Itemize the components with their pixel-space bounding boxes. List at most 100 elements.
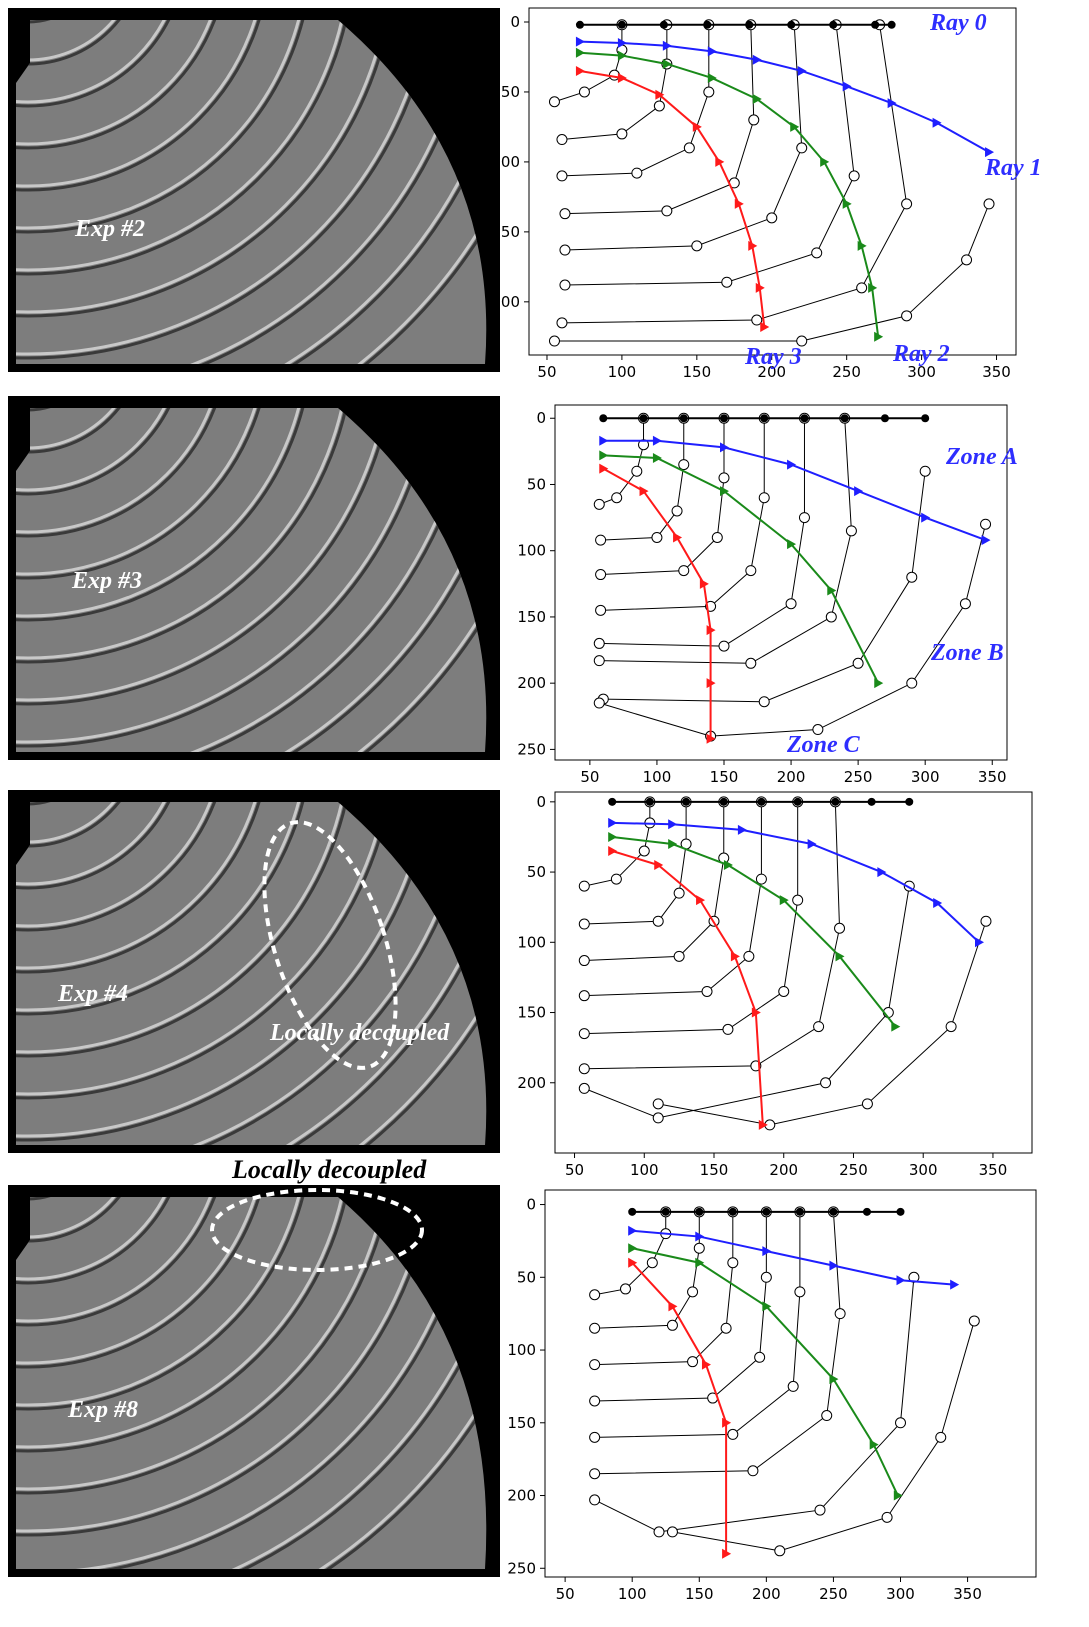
ray0-point [868, 798, 876, 806]
ray0-point [762, 1208, 770, 1216]
front-point [639, 846, 649, 856]
front-point [960, 599, 970, 609]
ray0-point [662, 1208, 670, 1216]
front-point [590, 1360, 600, 1370]
front-point [704, 87, 714, 97]
front-point [779, 986, 789, 996]
ray0-point [921, 414, 929, 422]
front-point [590, 1432, 600, 1442]
front-point [744, 951, 754, 961]
front-point [590, 1495, 600, 1505]
y-tick-label: 150 [517, 1004, 546, 1022]
x-tick-label: 350 [978, 768, 1007, 786]
ray0-point [905, 798, 913, 806]
x-tick-label: 100 [608, 363, 637, 381]
front-point [688, 1357, 698, 1367]
front-point [981, 916, 991, 926]
front-point [728, 1429, 738, 1439]
ray0-point [863, 1208, 871, 1216]
front-point [694, 1243, 704, 1253]
front-point [560, 209, 570, 219]
front-point [579, 1029, 589, 1039]
front-point [721, 1323, 731, 1333]
front-point [826, 612, 836, 622]
front-point [746, 658, 756, 668]
ray0-point [760, 414, 768, 422]
front-point [862, 1099, 872, 1109]
front-point [620, 1284, 630, 1294]
front-point [667, 1320, 677, 1330]
front-point [755, 1352, 765, 1362]
ray0-point [682, 798, 690, 806]
y-tick-label: 100 [517, 933, 546, 951]
front-point [653, 916, 663, 926]
front-point [907, 572, 917, 582]
y-tick-label: 200 [507, 1487, 536, 1505]
x-tick-label: 150 [683, 363, 712, 381]
front-point [984, 199, 994, 209]
image-label: Exp #8 [67, 1397, 138, 1423]
image-label: Exp #2 [74, 216, 145, 242]
ray0-point [608, 798, 616, 806]
front-point [907, 678, 917, 688]
front-point [759, 697, 769, 707]
y-tick-label: 150 [507, 1414, 536, 1432]
front-point [759, 493, 769, 503]
front-point [560, 245, 570, 255]
ray0-point [729, 1208, 737, 1216]
image-label: Exp #4 [57, 981, 128, 1007]
ray0-point [787, 21, 795, 29]
ray0-point [829, 1208, 837, 1216]
front-point [896, 1418, 906, 1428]
x-tick-label: 50 [556, 1585, 575, 1603]
front-point [728, 1258, 738, 1268]
annotation: Ray 2 [892, 341, 950, 367]
x-tick-label: 100 [630, 1161, 659, 1179]
front-point [590, 1290, 600, 1300]
ray0-point [646, 798, 654, 806]
front-point [815, 1505, 825, 1515]
front-point [814, 1022, 824, 1032]
front-point [767, 213, 777, 223]
front-point [596, 605, 606, 615]
front-point [821, 1078, 831, 1088]
y-tick-label: 150 [517, 608, 546, 626]
y-tick-label: 0 [510, 13, 520, 31]
y-tick-label: 0 [536, 793, 546, 811]
ray0-point [829, 21, 837, 29]
front-point [672, 506, 682, 516]
front-point [654, 101, 664, 111]
front-point [702, 986, 712, 996]
y-tick-label: 150 [491, 223, 520, 241]
front-point [653, 1099, 663, 1109]
front-point [835, 923, 845, 933]
x-tick-label: 250 [844, 768, 873, 786]
x-tick-label: 350 [982, 363, 1011, 381]
front-point [557, 171, 567, 181]
x-tick-label: 150 [700, 1161, 729, 1179]
front-point [786, 599, 796, 609]
y-tick-label: 100 [507, 1341, 536, 1359]
ray0-point [628, 1208, 636, 1216]
front-point [719, 641, 729, 651]
ray0-point [660, 21, 668, 29]
front-point [946, 1022, 956, 1032]
figure: Locally decoupled Exp #2Exp #3Exp #4Exp … [0, 0, 1089, 1627]
x-tick-label: 250 [839, 1161, 868, 1179]
front-point [746, 566, 756, 576]
front-point [822, 1411, 832, 1421]
front-point [579, 956, 589, 966]
annotation: Zone C [786, 732, 861, 758]
front-point [857, 283, 867, 293]
y-tick-label: 50 [517, 1268, 536, 1286]
plot-frame [555, 792, 1032, 1153]
front-point [679, 566, 689, 576]
front-point [688, 1287, 698, 1297]
x-tick-label: 350 [979, 1161, 1008, 1179]
ray0-point [888, 21, 896, 29]
x-tick-label: 100 [618, 1585, 647, 1603]
ray0-point [794, 798, 802, 806]
y-tick-label: 0 [526, 1196, 536, 1214]
ray0-point [720, 798, 728, 806]
front-point [579, 87, 589, 97]
